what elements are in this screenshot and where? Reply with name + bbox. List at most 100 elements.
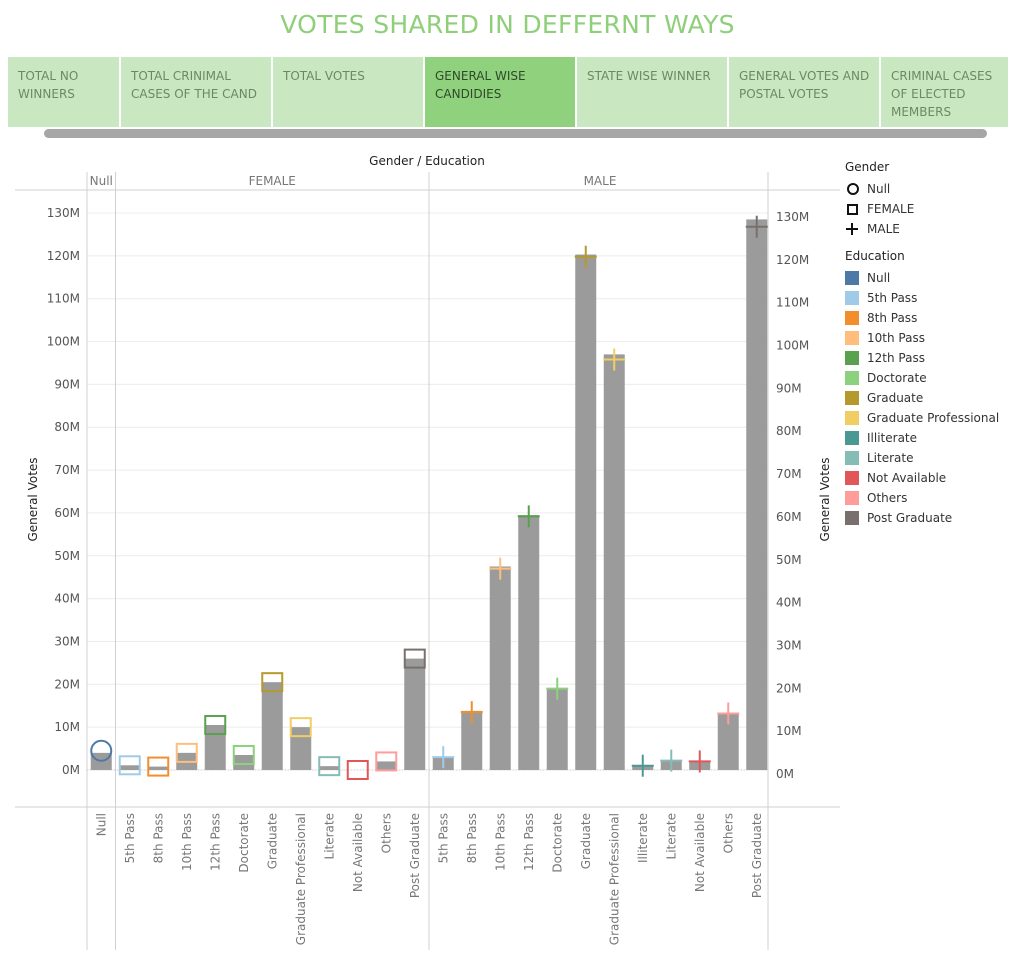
y-tick-label: 120M <box>47 249 80 263</box>
y-tick-label-right: 100M <box>776 339 809 353</box>
x-tick-label: Others <box>721 813 735 853</box>
x-tick-label: Doctorate <box>237 813 251 873</box>
legend-education-title: Education <box>845 249 905 263</box>
marker-square <box>204 715 227 736</box>
legend-education-item[interactable]: Others <box>845 488 1013 508</box>
y-tick-label-right: 110M <box>776 296 809 310</box>
bar <box>461 710 483 770</box>
color-swatch-icon <box>845 451 859 465</box>
x-tick-label: Doctorate <box>550 813 564 873</box>
bar <box>489 566 511 770</box>
y-tick-label: 130M <box>47 206 80 220</box>
x-tick-label: 5th Pass <box>123 813 137 863</box>
bar-chart: Gender / Education 0M 0M 10M 10M 20M 20M 30M 30M… <box>15 154 840 950</box>
marker-square <box>147 756 170 777</box>
y-tick-label-right: 60M <box>776 510 802 524</box>
chart-title: Gender / Education <box>369 154 485 168</box>
color-swatch-icon <box>845 511 859 525</box>
x-tick-label: 12th Pass <box>208 813 222 871</box>
y-tick-label-right: 50M <box>776 553 802 567</box>
x-tick-label: Graduate Professional <box>294 813 308 945</box>
legend-education-item[interactable]: Null <box>845 268 1013 288</box>
legend-education-list: Null 5th Pass 8th Pass 10th Pass 12th Pass Do… <box>845 268 1013 528</box>
x-tick-label: 10th Pass <box>493 813 507 871</box>
tab-criminal-cases-elected[interactable]: CRIMINAL CASES OF ELECTED MEMBERS <box>881 57 1008 127</box>
group-header: FEMALE <box>249 174 296 188</box>
legend-label: Null <box>867 271 891 285</box>
bar <box>119 765 141 770</box>
y-tick-label-right: 30M <box>776 638 802 652</box>
tab-general-wise-candidies[interactable]: GENERAL WISE CANDIDIES <box>425 57 575 127</box>
y-axis-title-right: General Votes <box>818 457 832 541</box>
legend-label: Graduate <box>867 391 924 405</box>
y-tick-label: 60M <box>54 506 80 520</box>
y-tick-label: 70M <box>54 463 80 477</box>
legend-label: Others <box>867 491 908 505</box>
x-tick-label: Not Available <box>351 813 365 892</box>
x-tick-label: Literate <box>322 813 336 859</box>
marker-square <box>175 742 198 763</box>
y-axis-title: General Votes <box>26 457 40 541</box>
marker-square <box>346 760 369 780</box>
bar <box>147 766 169 770</box>
y-tick-label: 10M <box>54 720 80 734</box>
x-tick-label: 10th Pass <box>180 813 194 871</box>
x-tick-label: Graduate <box>265 813 279 869</box>
legend-education-item[interactable]: 12th Pass <box>845 348 1013 368</box>
y-tick-label: 100M <box>47 335 80 349</box>
legend-gender-male[interactable]: MALE <box>845 219 1013 239</box>
tab-total-criminal-cases[interactable]: TOTAL CRINIMAL CASES OF THE CAND <box>121 57 271 127</box>
marker-circle <box>90 739 113 762</box>
bar <box>375 761 397 770</box>
bar <box>717 713 739 770</box>
marker-square <box>403 648 426 669</box>
tab-bar: TOTAL NO WINNERS TOTAL CRINIMAL CASES OF… <box>8 57 1008 127</box>
legend-label: 5th Pass <box>867 291 918 305</box>
marker-square <box>375 751 398 772</box>
tab-general-and-postal-votes[interactable]: GENERAL VOTES AND POSTAL VOTES <box>729 57 879 127</box>
color-swatch-icon <box>845 491 859 505</box>
bar <box>603 354 625 770</box>
legend-education-item[interactable]: Literate <box>845 448 1013 468</box>
legend-education-item[interactable]: 5th Pass <box>845 288 1013 308</box>
y-tick-label: 40M <box>54 592 80 606</box>
color-swatch-icon <box>845 331 859 345</box>
legend-education-item[interactable]: 10th Pass <box>845 328 1013 348</box>
legend: Gender Null FEMALE MALE Education Null 5t… <box>845 159 1013 528</box>
legend-gender-female[interactable]: FEMALE <box>845 199 1013 219</box>
legend-label: 10th Pass <box>867 331 925 345</box>
tab-total-votes[interactable]: TOTAL VOTES <box>273 57 423 127</box>
legend-education-item[interactable]: Graduate <box>845 388 1013 408</box>
marker-square <box>289 717 312 738</box>
horizontal-scrollbar[interactable] <box>44 129 987 138</box>
legend-education-item[interactable]: 8th Pass <box>845 308 1013 328</box>
y-tick-label: 0M <box>62 763 80 777</box>
legend-label: FEMALE <box>867 202 915 216</box>
x-tick-label: Null <box>94 813 108 836</box>
x-tick-label: 12th Pass <box>522 813 536 871</box>
marker-square <box>118 755 141 776</box>
legend-education-item[interactable]: Post Graduate <box>845 508 1013 528</box>
legend-education-item[interactable]: Illiterate <box>845 428 1013 448</box>
color-swatch-icon <box>845 311 859 325</box>
legend-education-item[interactable]: Not Available <box>845 468 1013 488</box>
legend-label: Not Available <box>867 471 947 485</box>
tab-total-no-winners[interactable]: TOTAL NO WINNERS <box>8 57 119 127</box>
bar <box>518 515 540 770</box>
tab-state-wise-winner[interactable]: STATE WISE WINNER <box>577 57 727 127</box>
bar <box>204 725 226 770</box>
marker-square <box>232 745 255 766</box>
legend-education-item[interactable]: Doctorate <box>845 368 1013 388</box>
bar <box>233 755 255 770</box>
legend-education-item[interactable]: Graduate Professional <box>845 408 1013 428</box>
legend-label: 12th Pass <box>867 351 925 365</box>
x-tick-label: 8th Pass <box>465 813 479 863</box>
y-tick-label: 20M <box>54 677 80 691</box>
bar <box>318 766 340 770</box>
x-tick-label: Not Available <box>693 813 707 892</box>
legend-gender-null[interactable]: Null <box>845 179 1013 199</box>
marker-square <box>318 756 341 777</box>
bar <box>575 254 597 770</box>
bar <box>261 682 283 770</box>
y-tick-label: 50M <box>54 549 80 563</box>
